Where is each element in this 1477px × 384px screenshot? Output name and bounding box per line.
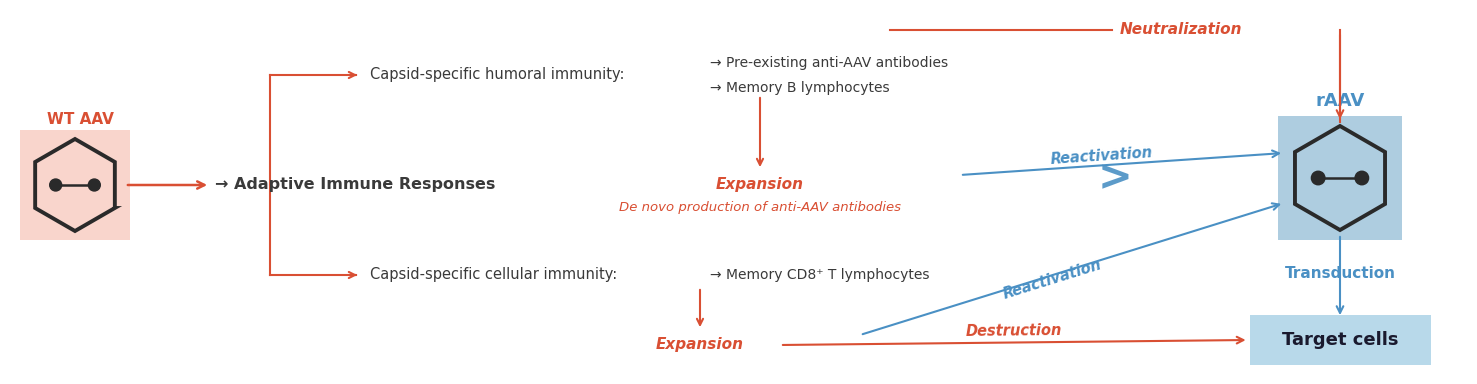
Text: → Pre-existing anti-AAV antibodies: → Pre-existing anti-AAV antibodies — [710, 56, 948, 70]
Text: De novo production of anti-AAV antibodies: De novo production of anti-AAV antibodie… — [619, 200, 901, 214]
Text: Expansion: Expansion — [656, 338, 744, 353]
Text: rAAV: rAAV — [1316, 92, 1365, 110]
Text: Destruction: Destruction — [966, 323, 1062, 339]
FancyBboxPatch shape — [1250, 315, 1431, 365]
Text: → Memory B lymphocytes: → Memory B lymphocytes — [710, 81, 889, 95]
FancyBboxPatch shape — [1278, 116, 1402, 240]
Text: Reactivation: Reactivation — [1001, 257, 1103, 301]
Circle shape — [1354, 171, 1369, 185]
Text: → Adaptive Immune Responses: → Adaptive Immune Responses — [216, 177, 495, 192]
Text: Neutralization: Neutralization — [1120, 23, 1242, 38]
Circle shape — [50, 179, 62, 191]
FancyBboxPatch shape — [19, 130, 130, 240]
Text: Target cells: Target cells — [1282, 331, 1399, 349]
Text: Reactivation: Reactivation — [1050, 145, 1154, 167]
Text: → Memory CD8⁺ T lymphocytes: → Memory CD8⁺ T lymphocytes — [710, 268, 929, 282]
Circle shape — [1312, 171, 1325, 185]
Text: Capsid-specific humoral immunity:: Capsid-specific humoral immunity: — [371, 68, 625, 83]
Text: Capsid-specific cellular immunity:: Capsid-specific cellular immunity: — [371, 268, 617, 283]
Text: Expansion: Expansion — [716, 177, 803, 192]
Text: WT AAV: WT AAV — [47, 112, 114, 127]
Circle shape — [89, 179, 100, 191]
Text: Transduction: Transduction — [1285, 266, 1396, 281]
Text: >: > — [1097, 157, 1133, 199]
